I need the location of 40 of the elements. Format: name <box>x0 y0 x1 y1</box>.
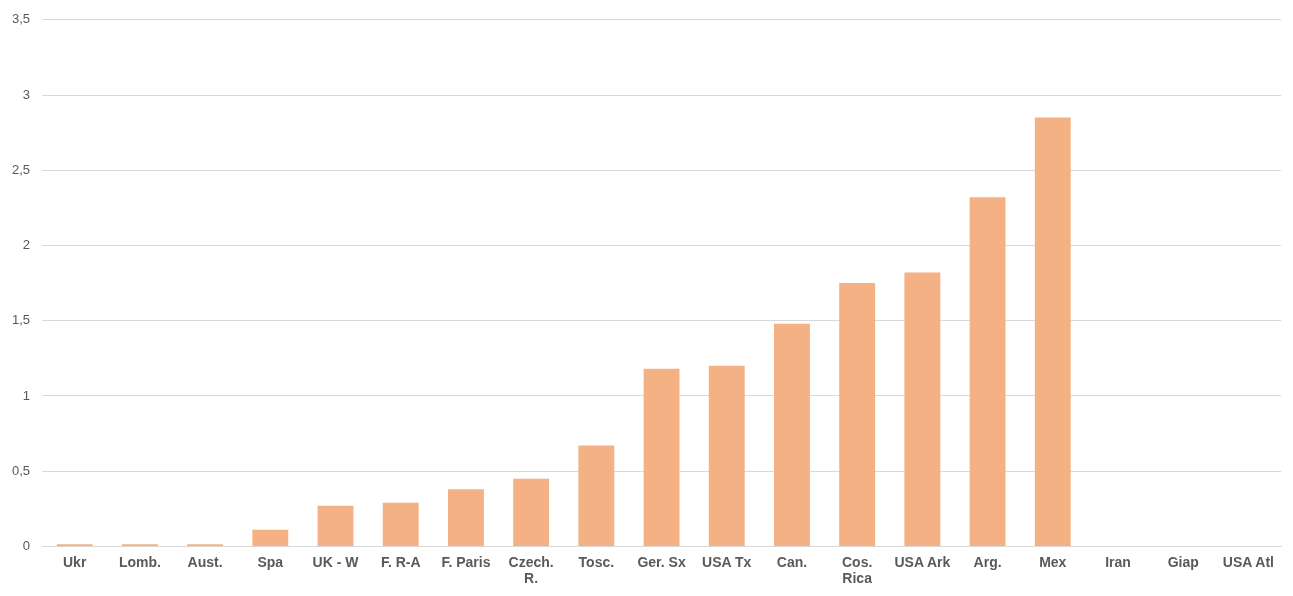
x-tick-label: Tosc. <box>578 553 615 570</box>
x-tick-label: USA Atl <box>1222 553 1274 570</box>
x-tick-label: Mex <box>1039 553 1067 570</box>
x-tick-label: Iran <box>1105 553 1131 570</box>
y-tick-label: 0,5 <box>11 462 31 478</box>
bar <box>969 197 1006 546</box>
x-tick-label: Arg. <box>973 553 1002 570</box>
x-tick-label: UK - W <box>312 553 360 570</box>
y-tick-label: 3 <box>22 86 31 102</box>
x-tick-label: F. R-A <box>380 553 421 570</box>
x-tick-label: Ukr <box>63 553 87 570</box>
y-tick-label: 0 <box>22 537 31 553</box>
y-tick-label: 1 <box>22 387 31 403</box>
bar <box>774 323 810 546</box>
bar <box>252 529 289 546</box>
x-tick-label: Can. <box>776 553 808 570</box>
y-tick-label: 3,5 <box>11 11 31 27</box>
y-tick-label: 2,5 <box>11 161 31 177</box>
bar <box>382 502 419 546</box>
bar <box>578 445 615 546</box>
bar <box>447 489 484 546</box>
bar <box>317 505 354 546</box>
x-tick-label: F. Paris <box>441 553 491 570</box>
y-tick-label: 2 <box>22 237 31 253</box>
bar <box>839 283 876 546</box>
bar <box>708 365 745 546</box>
x-tick-label: Aust. <box>187 553 223 570</box>
bar <box>1034 117 1071 546</box>
x-tick-label: USA Ark <box>894 553 951 570</box>
x-tick-label: Ger. Sx <box>637 553 686 570</box>
bar <box>904 272 941 546</box>
x-tick-label: Spa <box>257 553 284 570</box>
x-tick-label: USA Tx <box>702 553 752 570</box>
y-tick-label: 1,5 <box>11 312 31 328</box>
x-tick-label: Czech. R. <box>508 553 554 587</box>
x-tick-label: Giap <box>1167 553 1199 570</box>
bar <box>513 478 550 546</box>
bar <box>643 368 680 546</box>
x-tick-label: Lomb. <box>118 553 161 570</box>
x-tick-label: Cos. Rica <box>841 553 873 587</box>
